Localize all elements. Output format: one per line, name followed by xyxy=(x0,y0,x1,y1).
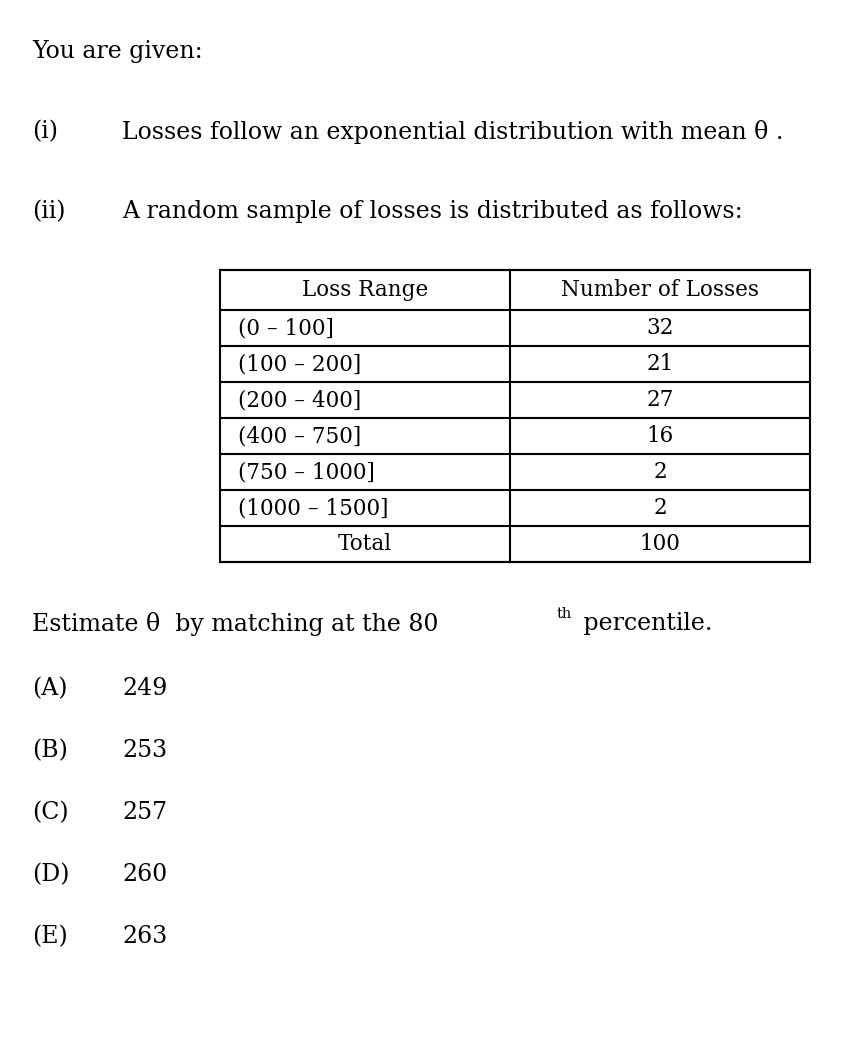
Text: 249: 249 xyxy=(122,677,168,700)
Text: 253: 253 xyxy=(122,739,168,762)
Text: 2: 2 xyxy=(653,497,667,519)
Text: Loss Range: Loss Range xyxy=(302,279,428,301)
Text: (D): (D) xyxy=(32,863,70,886)
Text: Number of Losses: Number of Losses xyxy=(561,279,759,301)
Text: Total: Total xyxy=(338,532,392,555)
Text: (750 – 1000]: (750 – 1000] xyxy=(238,461,375,483)
Text: Losses follow an exponential distribution with mean θ .: Losses follow an exponential distributio… xyxy=(122,120,783,144)
Text: (100 – 200]: (100 – 200] xyxy=(238,353,362,375)
Text: (1000 – 1500]: (1000 – 1500] xyxy=(238,497,388,519)
Text: You are given:: You are given: xyxy=(32,40,203,63)
Text: 32: 32 xyxy=(646,317,673,339)
Text: (A): (A) xyxy=(32,677,68,700)
Text: 2: 2 xyxy=(653,461,667,483)
Text: A random sample of losses is distributed as follows:: A random sample of losses is distributed… xyxy=(122,200,743,223)
Text: (E): (E) xyxy=(32,925,68,948)
Bar xyxy=(220,270,810,562)
Text: 260: 260 xyxy=(122,863,168,886)
Text: (200 – 400]: (200 – 400] xyxy=(238,389,362,411)
Text: (C): (C) xyxy=(32,801,69,824)
Text: 257: 257 xyxy=(122,801,168,824)
Text: 16: 16 xyxy=(646,425,673,447)
Text: percentile.: percentile. xyxy=(576,612,713,635)
Text: (400 – 750]: (400 – 750] xyxy=(238,425,362,447)
Text: (0 – 100]: (0 – 100] xyxy=(238,317,334,339)
Text: (ii): (ii) xyxy=(32,200,65,223)
Text: 263: 263 xyxy=(122,925,168,948)
Text: 100: 100 xyxy=(640,532,680,555)
Text: (i): (i) xyxy=(32,120,58,143)
Text: Estimate θ  by matching at the 80: Estimate θ by matching at the 80 xyxy=(32,612,438,636)
Text: (B): (B) xyxy=(32,739,68,762)
Text: 27: 27 xyxy=(646,389,673,411)
Text: th: th xyxy=(557,607,572,621)
Text: 21: 21 xyxy=(646,353,673,375)
